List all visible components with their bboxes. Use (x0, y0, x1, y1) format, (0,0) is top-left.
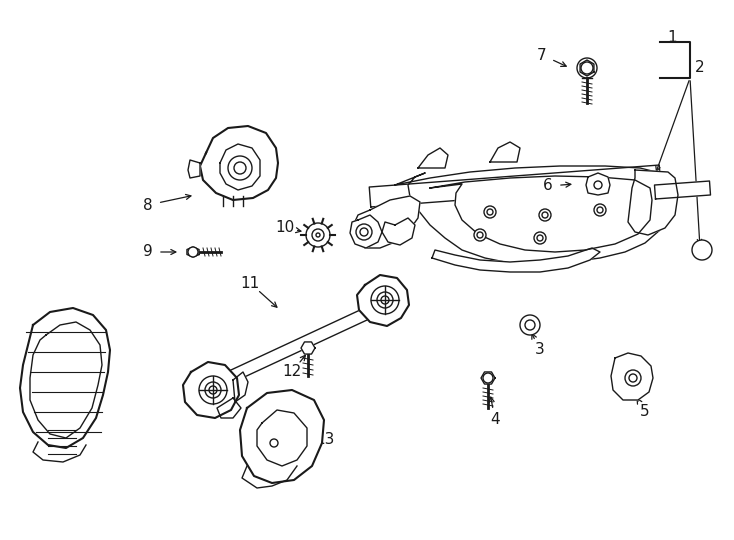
Text: 4: 4 (490, 413, 500, 428)
Polygon shape (350, 215, 382, 248)
Text: 1: 1 (667, 30, 677, 45)
Circle shape (306, 223, 330, 247)
Polygon shape (233, 372, 248, 402)
Circle shape (537, 235, 543, 241)
Polygon shape (611, 353, 653, 400)
Text: 9: 9 (143, 245, 153, 260)
Text: 14: 14 (43, 345, 62, 360)
Polygon shape (628, 170, 678, 235)
Polygon shape (395, 166, 670, 264)
Circle shape (270, 439, 278, 447)
Polygon shape (187, 247, 199, 257)
Circle shape (597, 207, 603, 213)
Polygon shape (217, 398, 241, 418)
Polygon shape (430, 176, 652, 252)
Polygon shape (655, 181, 711, 199)
Polygon shape (20, 308, 110, 448)
Polygon shape (352, 196, 420, 248)
Circle shape (377, 292, 393, 308)
Circle shape (520, 315, 540, 335)
Circle shape (594, 181, 602, 189)
Polygon shape (301, 342, 315, 354)
Polygon shape (225, 307, 373, 383)
Circle shape (629, 374, 637, 382)
Text: 7: 7 (537, 48, 547, 63)
Circle shape (692, 240, 712, 260)
Text: 12: 12 (283, 364, 302, 380)
Circle shape (381, 296, 389, 304)
Polygon shape (586, 173, 610, 195)
Circle shape (312, 229, 324, 241)
Circle shape (577, 58, 597, 78)
Polygon shape (200, 126, 278, 200)
Polygon shape (418, 148, 448, 168)
Circle shape (581, 62, 593, 74)
Polygon shape (257, 410, 307, 466)
Circle shape (483, 373, 493, 383)
Polygon shape (357, 275, 409, 326)
Polygon shape (481, 372, 495, 384)
Circle shape (542, 212, 548, 218)
Circle shape (228, 156, 252, 180)
Circle shape (209, 386, 217, 394)
Text: 10: 10 (275, 220, 294, 235)
Text: 13: 13 (316, 433, 335, 448)
Circle shape (525, 320, 535, 330)
Text: 3: 3 (535, 342, 545, 357)
Text: 8: 8 (143, 198, 153, 213)
Circle shape (234, 162, 246, 174)
Text: 11: 11 (240, 275, 260, 291)
Circle shape (477, 232, 483, 238)
Polygon shape (30, 322, 102, 438)
Circle shape (205, 382, 221, 398)
Polygon shape (490, 142, 520, 162)
Circle shape (188, 247, 198, 257)
Text: 6: 6 (543, 179, 553, 193)
Polygon shape (580, 60, 594, 76)
Circle shape (539, 209, 551, 221)
Polygon shape (369, 165, 661, 207)
Polygon shape (188, 160, 200, 178)
Circle shape (487, 209, 493, 215)
Polygon shape (220, 144, 260, 190)
Circle shape (371, 286, 399, 314)
Circle shape (316, 233, 320, 237)
Circle shape (360, 228, 368, 236)
Circle shape (484, 206, 496, 218)
Polygon shape (183, 362, 239, 418)
Circle shape (356, 224, 372, 240)
Circle shape (199, 376, 227, 404)
Circle shape (625, 370, 641, 386)
Text: 5: 5 (640, 404, 650, 420)
Polygon shape (240, 390, 324, 483)
Polygon shape (432, 248, 600, 272)
Circle shape (594, 204, 606, 216)
Text: 2: 2 (695, 60, 705, 76)
Circle shape (474, 229, 486, 241)
Circle shape (534, 232, 546, 244)
Polygon shape (382, 218, 415, 245)
